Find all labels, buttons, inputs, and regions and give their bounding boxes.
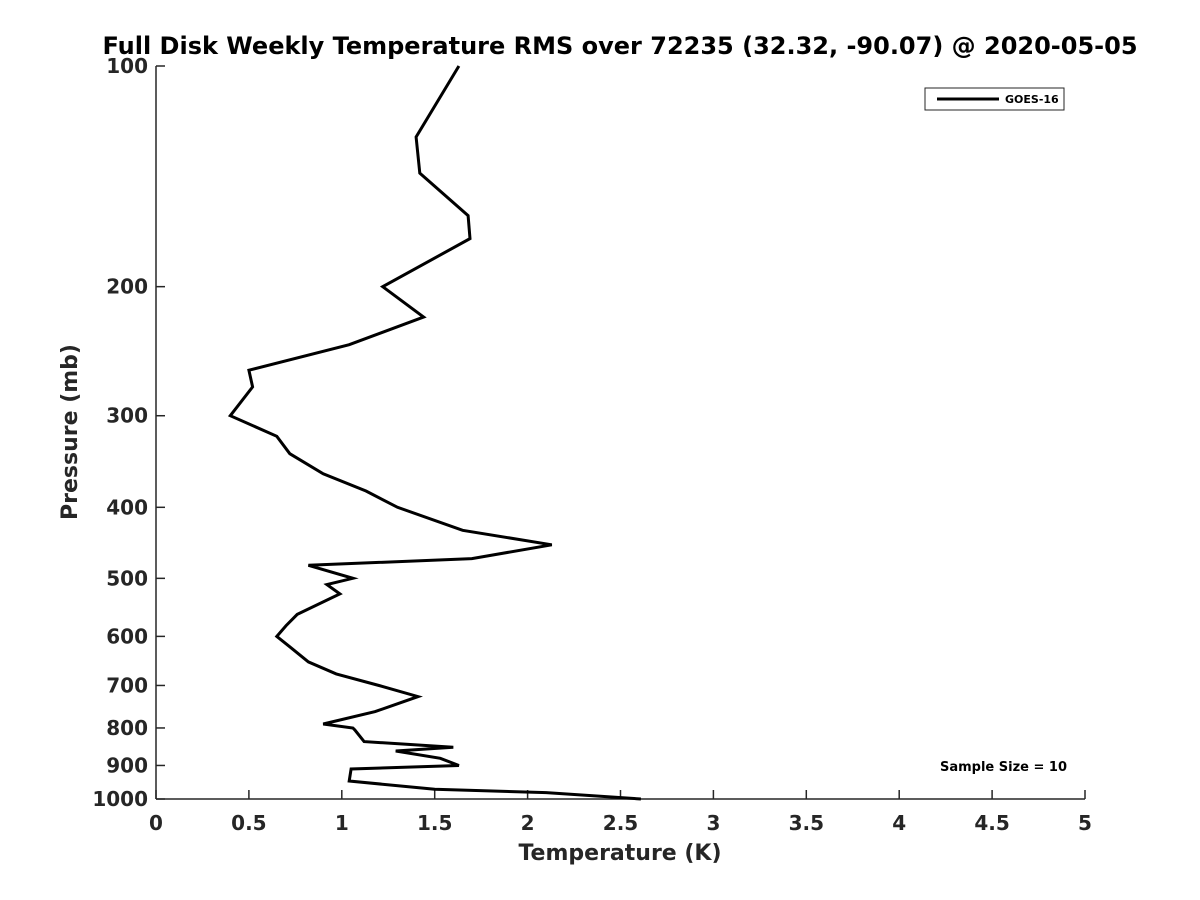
x-tick-label: 1.5 xyxy=(417,811,452,835)
x-axis-ticks: 0 0.5 1 1.5 2 2.5 3 3.5 4 4.5 5 xyxy=(149,790,1092,835)
x-tick-label: 2.5 xyxy=(603,811,638,835)
x-axis-label: Temperature (K) xyxy=(518,841,721,866)
x-tick-label: 4 xyxy=(892,811,906,835)
y-tick-label: 100 xyxy=(106,54,148,78)
x-tick-label: 0 xyxy=(149,811,163,835)
sample-size-annotation: Sample Size = 10 xyxy=(940,760,1067,775)
y-axis-ticks: 100 200 300 400 500 600 700 800 900 1000 xyxy=(92,54,165,811)
y-tick-label: 500 xyxy=(106,566,148,590)
x-tick-label: 3 xyxy=(706,811,720,835)
chart-title: Full Disk Weekly Temperature RMS over 72… xyxy=(102,32,1137,60)
y-tick-label: 300 xyxy=(106,404,148,428)
y-tick-label: 600 xyxy=(106,624,148,648)
y-tick-label: 900 xyxy=(106,753,148,777)
plot-area xyxy=(156,66,1085,799)
series-line-goes-16 xyxy=(227,65,642,801)
x-tick-label: 3.5 xyxy=(789,811,824,835)
x-tick-label: 5 xyxy=(1078,811,1092,835)
x-tick-label: 1 xyxy=(335,811,349,835)
series-layer xyxy=(227,65,642,801)
y-tick-label: 700 xyxy=(106,673,148,697)
y-tick-label: 400 xyxy=(106,495,148,519)
x-tick-label: 4.5 xyxy=(974,811,1009,835)
legend: GOES-16 xyxy=(924,87,1065,111)
y-tick-label: 800 xyxy=(106,716,148,740)
y-axis-label: Pressure (mb) xyxy=(58,344,83,520)
y-tick-label: 1000 xyxy=(92,787,148,811)
x-tick-label: 0.5 xyxy=(231,811,266,835)
x-tick-label: 2 xyxy=(521,811,535,835)
y-tick-label: 200 xyxy=(106,275,148,299)
legend-label-goes-16: GOES-16 xyxy=(1005,93,1059,106)
